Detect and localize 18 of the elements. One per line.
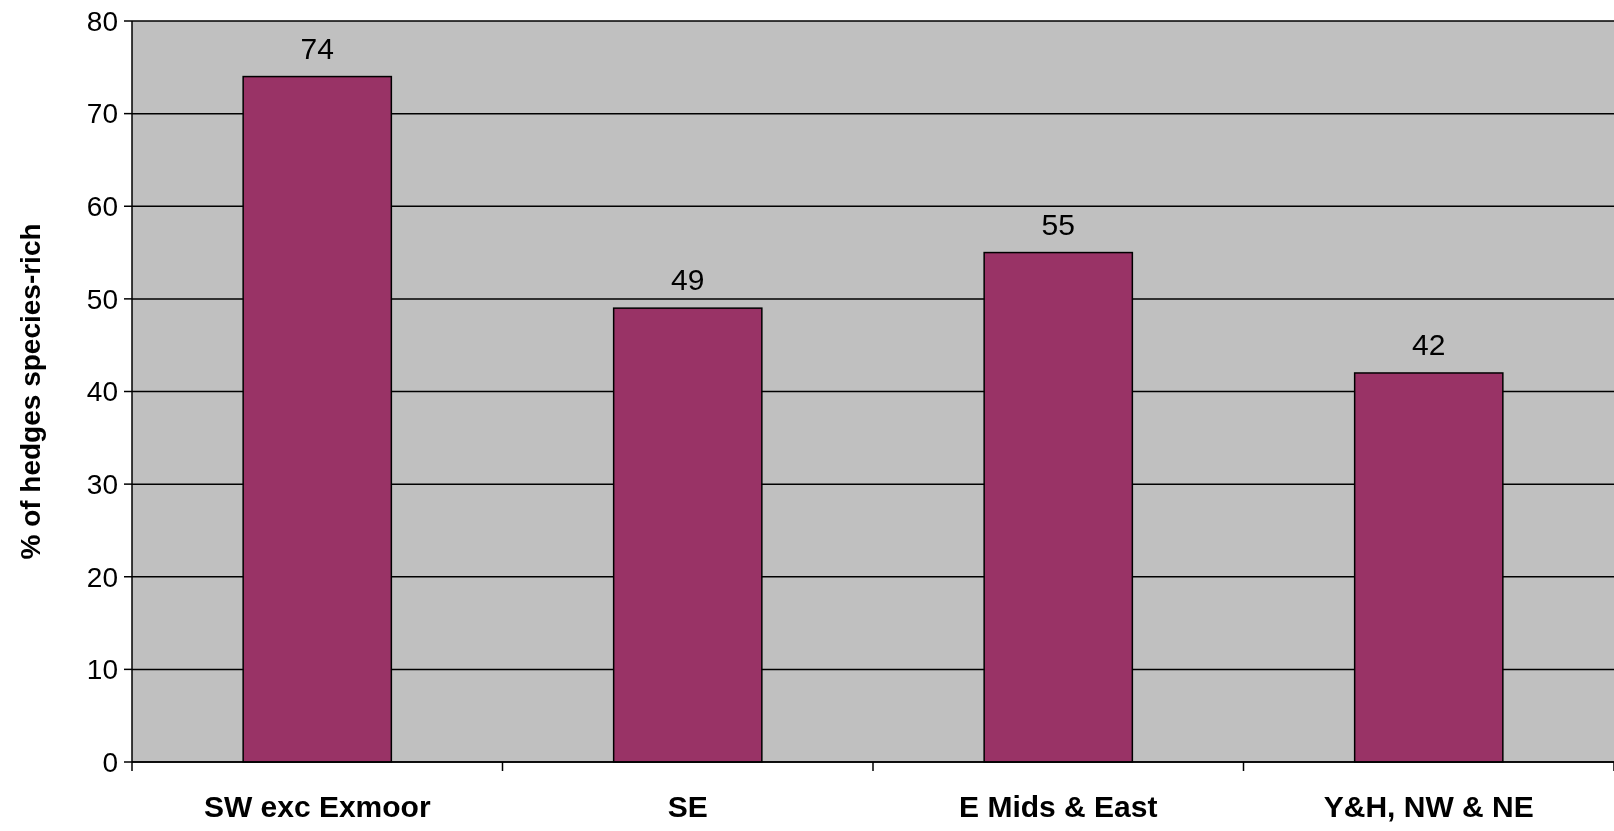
x-tick-label: SE — [667, 790, 708, 823]
y-axis-title: % of hedges species-rich — [15, 223, 46, 560]
data-label: 42 — [1412, 327, 1446, 361]
y-tick-label: 80 — [86, 5, 118, 37]
y-tick-label: 20 — [86, 561, 118, 593]
y-tick-label: 0 — [102, 746, 118, 778]
y-tick-label: 40 — [86, 376, 118, 408]
y-tick-label: 30 — [86, 468, 118, 500]
data-label: 55 — [1041, 207, 1075, 241]
x-tick-label: Y&H, NW & NE — [1323, 790, 1534, 823]
data-label: 49 — [671, 263, 705, 297]
y-tick-label: 60 — [86, 191, 118, 223]
x-tick-label: E Mids & East — [959, 790, 1158, 823]
y-tick-label: 70 — [86, 98, 118, 130]
y-tick-label: 50 — [86, 283, 118, 315]
y-tick-label: 10 — [86, 654, 118, 686]
data-label: 74 — [300, 31, 334, 65]
x-tick-label: SW exc Exmoor — [203, 790, 431, 823]
